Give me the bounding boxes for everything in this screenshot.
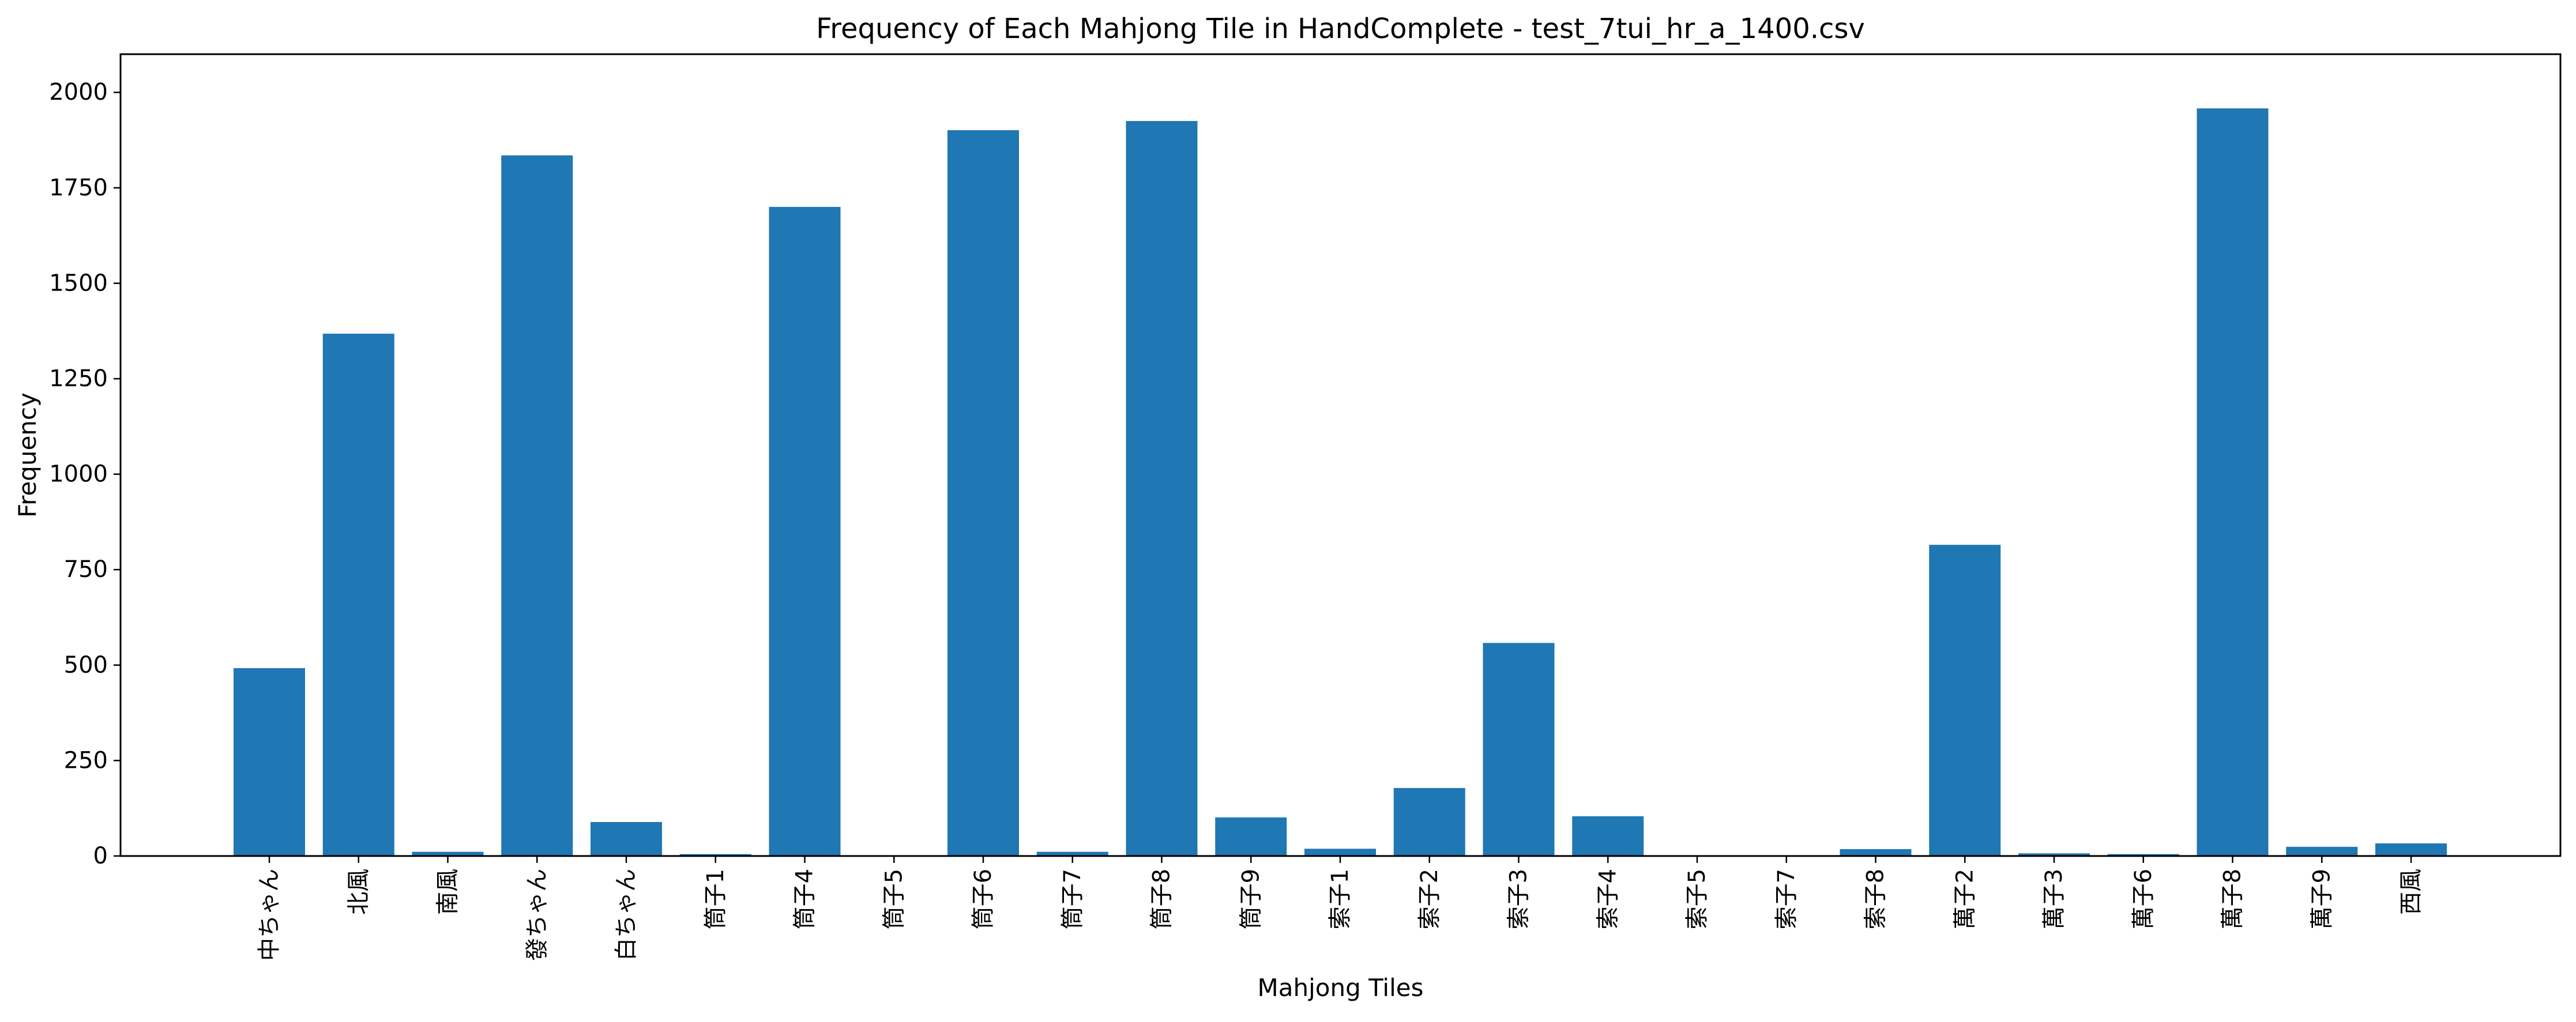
x-tick-label: 索子8 [1863, 869, 1889, 929]
x-tick-label: 萬子9 [2308, 869, 2335, 929]
y-tick-label: 2000 [49, 79, 108, 105]
y-axis-label: Frequency [13, 393, 42, 518]
x-tick-label: 中ちゃん [256, 869, 283, 961]
bar [591, 822, 662, 856]
bars-group [234, 108, 2447, 857]
x-tick-label: 筒子4 [792, 869, 818, 929]
bar [2018, 853, 2090, 856]
bar [412, 851, 484, 856]
bar [1483, 643, 1555, 856]
y-tick-label: 0 [93, 843, 108, 869]
x-tick-label: 筒子1 [702, 869, 729, 929]
x-tick-label: 萬子3 [2041, 869, 2067, 929]
x-tick-label: 萬子6 [2130, 869, 2157, 929]
bar [2197, 108, 2269, 856]
y-ticks-group: 0 250 500 750 1000 1250 1500 1750 2000 [49, 79, 121, 869]
bar [2375, 843, 2447, 856]
x-ticks-group: 中ちゃん 北風 南風 發ちゃん 白ちゃん 筒子1 筒子4 筒子5 筒子6 筒子7 筒子8 筒子9 索子1… [256, 856, 2424, 961]
x-tick-label: 索子3 [1506, 869, 1532, 929]
x-tick-label: 筒子7 [1059, 869, 1086, 929]
x-tick-label: 白ちゃん [613, 869, 640, 961]
bar [1929, 545, 2001, 856]
bar [1126, 120, 1198, 857]
x-tick-label: 筒子8 [1149, 869, 1175, 929]
y-tick-label: 1000 [49, 461, 108, 488]
x-tick-label: 筒子6 [970, 869, 996, 929]
chart-title: Frequency of Each Mahjong Tile in HandCo… [816, 13, 1865, 45]
bar [947, 130, 1019, 856]
bar [1840, 849, 1912, 856]
x-tick-label: 索子2 [1416, 869, 1443, 929]
x-tick-label: 索子5 [1684, 869, 1710, 929]
y-tick-label: 750 [64, 556, 108, 583]
bar [2107, 854, 2179, 856]
y-tick-label: 1250 [49, 365, 108, 392]
x-tick-label: 發ちゃん [524, 869, 550, 961]
x-tick-label: 萬子8 [2220, 869, 2246, 929]
x-tick-label: 索子1 [1327, 869, 1353, 929]
bar [234, 668, 305, 856]
x-tick-label: 筒子9 [1238, 869, 1264, 929]
bar [769, 206, 841, 856]
y-tick-label: 500 [64, 652, 108, 678]
x-tick-label: 萬子2 [1951, 869, 1978, 929]
x-tick-label: 筒子5 [881, 869, 907, 929]
y-tick-label: 250 [64, 747, 108, 774]
y-tick-label: 1750 [49, 175, 108, 201]
x-tick-label: 索子7 [1773, 869, 1800, 929]
plot-frame [119, 53, 2562, 857]
y-tick-label: 1500 [49, 270, 108, 296]
bar [1393, 788, 1465, 856]
bar [679, 854, 751, 856]
x-tick-label: 西風 [2398, 869, 2424, 915]
bar [501, 155, 573, 856]
x-tick-label: 南風 [435, 869, 461, 915]
x-tick-label: 索子4 [1595, 869, 1621, 929]
bar [1215, 817, 1287, 856]
bar [322, 333, 394, 856]
bar [1036, 851, 1108, 856]
x-tick-label: 北風 [345, 869, 372, 915]
bar [1572, 816, 1644, 856]
bar [1304, 848, 1376, 856]
x-axis-label: Mahjong Tiles [1257, 974, 1423, 1002]
bar [2286, 847, 2358, 856]
